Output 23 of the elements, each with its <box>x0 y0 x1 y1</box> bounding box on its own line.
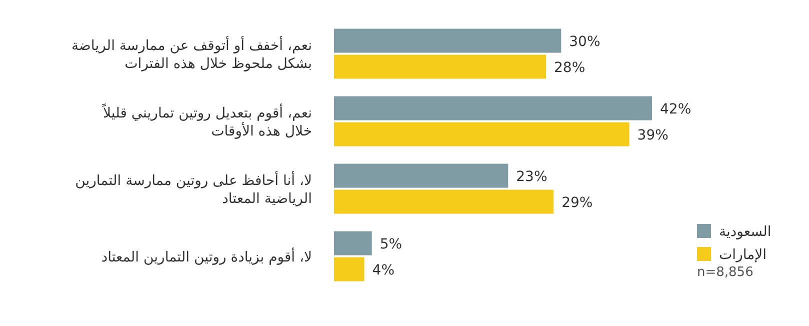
bar <box>334 28 562 53</box>
bar <box>334 231 372 256</box>
text: n=8,856 <box>697 265 754 280</box>
data-label: 39% <box>637 127 668 144</box>
bar <box>334 190 554 214</box>
data-label: 23% <box>516 168 548 185</box>
data-label: 42% <box>660 101 692 118</box>
legend-label: السعودية <box>719 224 772 240</box>
y-tick-label: نعم، أقوم بتعديل روتين تماريني قليلاً خلال هذه الأوقات <box>102 103 312 140</box>
data-label: 30% <box>569 34 600 50</box>
bar <box>334 164 508 188</box>
bar <box>334 122 630 146</box>
data-label: 28% <box>554 60 586 76</box>
bar <box>334 257 364 282</box>
data-label: 29% <box>562 194 593 211</box>
legend-label: الإمارات <box>719 247 766 263</box>
y-tick-label: نعم، أخفف أو أتوقف عن ممارسة الرياضة بشكل ملحوظ خلال هذه الفترات <box>72 36 312 72</box>
bar <box>334 54 546 79</box>
y-tick-label: لا، أقوم بزيادة روتين التمارين المعتاد <box>101 247 312 266</box>
data-label: 4% <box>372 262 395 278</box>
y-tick-label: لا، أنا أحافظ على روتين ممارسة التمارين الرياضية المعتاد <box>75 170 312 207</box>
bar <box>334 96 652 120</box>
data-label: 5% <box>380 236 402 252</box>
